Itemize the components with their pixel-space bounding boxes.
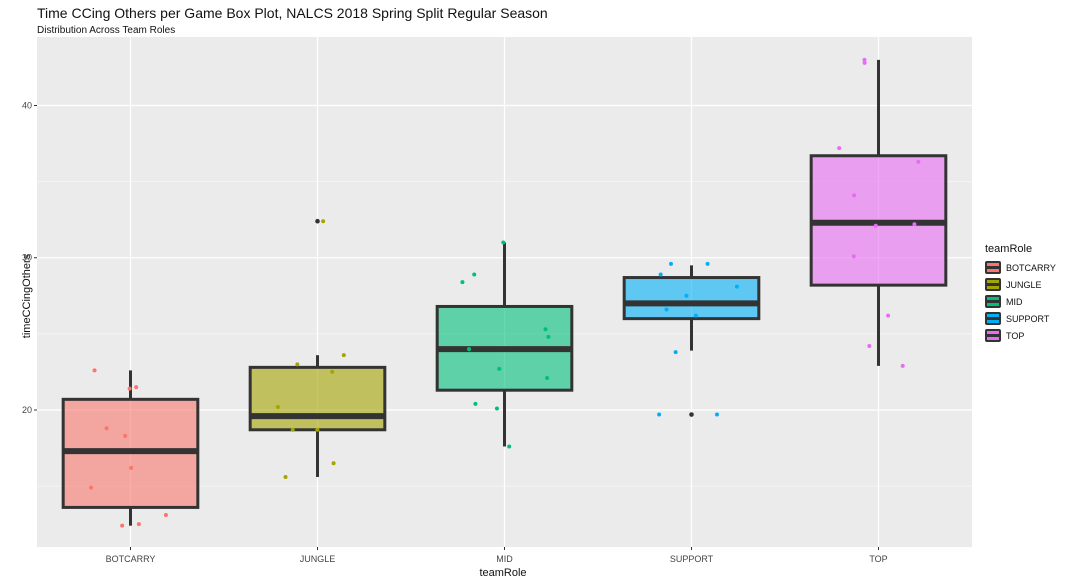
y-tick-label: 40: [22, 101, 32, 111]
data-point: [497, 366, 502, 371]
data-point: [851, 254, 856, 259]
data-point: [283, 474, 288, 479]
outlier-point: [689, 412, 694, 417]
data-point: [129, 465, 134, 470]
data-point: [852, 193, 857, 198]
legend-key: [985, 295, 1001, 308]
legend-label: BOTCARRY: [1006, 262, 1056, 273]
data-point: [693, 313, 698, 318]
legend-key: [985, 329, 1001, 342]
data-point: [734, 284, 739, 289]
data-point: [873, 223, 878, 228]
legend-item-mid: MID: [985, 293, 1056, 310]
x-axis-label: teamRole: [479, 567, 527, 579]
legend-key: [985, 261, 1001, 274]
data-point: [900, 363, 905, 368]
legend-label: MID: [1006, 296, 1023, 307]
data-point: [315, 427, 320, 432]
data-point: [862, 57, 867, 62]
data-point: [494, 406, 499, 411]
x-tick-label: SUPPORT: [670, 554, 714, 564]
legend-label: JUNGLE: [1006, 279, 1042, 290]
legend-key: [985, 278, 1001, 291]
box-jungle: [248, 365, 387, 432]
data-point: [473, 401, 478, 406]
data-point: [862, 60, 867, 65]
chart-subtitle: Distribution Across Team Roles: [37, 25, 176, 36]
x-tick-label: BOTCARRY: [106, 554, 156, 564]
x-tick-label: MID: [496, 554, 513, 564]
data-point: [715, 412, 720, 417]
data-point: [501, 240, 506, 245]
data-point: [467, 347, 472, 352]
data-point: [916, 159, 921, 164]
data-point: [543, 327, 548, 332]
data-point: [295, 362, 300, 367]
data-point: [472, 272, 477, 277]
data-point: [330, 369, 335, 374]
data-point: [290, 427, 295, 432]
data-point: [658, 272, 663, 277]
legend-item-top: TOP: [985, 327, 1056, 344]
data-point: [127, 386, 132, 391]
data-point: [123, 433, 128, 438]
legend-item-botcarry: BOTCARRY: [985, 259, 1056, 276]
legend-item-support: SUPPORT: [985, 310, 1056, 327]
data-point: [912, 222, 917, 227]
data-point: [341, 353, 346, 358]
data-point: [104, 426, 109, 431]
legend-key: [985, 312, 1001, 325]
box-support: [622, 276, 761, 321]
data-point: [275, 404, 280, 409]
data-point: [867, 344, 872, 349]
legend-label: SUPPORT: [1006, 313, 1050, 324]
y-tick-label: 20: [22, 405, 32, 415]
data-point: [321, 219, 326, 224]
x-tick-label: TOP: [869, 554, 887, 564]
data-point: [657, 412, 662, 417]
legend-items: BOTCARRY JUNGLE MID SUPPORT TOP: [985, 259, 1056, 344]
data-point: [331, 461, 336, 466]
data-point: [507, 444, 512, 449]
legend: teamRole BOTCARRY JUNGLE MID SUPPORT TOP: [985, 243, 1056, 344]
data-point: [886, 313, 891, 318]
chart-title: Time CCing Others per Game Box Plot, NAL…: [37, 5, 548, 21]
data-point: [545, 376, 550, 381]
outlier-point: [315, 218, 320, 224]
data-point: [163, 513, 168, 518]
legend-item-jungle: JUNGLE: [985, 276, 1056, 293]
y-tick-label: 30: [22, 253, 32, 263]
data-point: [669, 261, 674, 266]
legend-title: teamRole: [985, 243, 1033, 255]
data-point: [705, 261, 710, 266]
data-point: [92, 368, 97, 373]
data-point: [136, 522, 141, 527]
data-point: [134, 385, 139, 390]
data-point: [664, 307, 669, 312]
data-point: [460, 280, 465, 285]
data-point: [120, 523, 125, 528]
x-tick-label: JUNGLE: [300, 554, 336, 564]
data-point: [684, 293, 689, 298]
legend-label: TOP: [1006, 330, 1025, 341]
data-point: [89, 485, 94, 490]
data-point: [673, 350, 678, 355]
data-point: [546, 334, 551, 339]
data-point: [837, 146, 842, 151]
